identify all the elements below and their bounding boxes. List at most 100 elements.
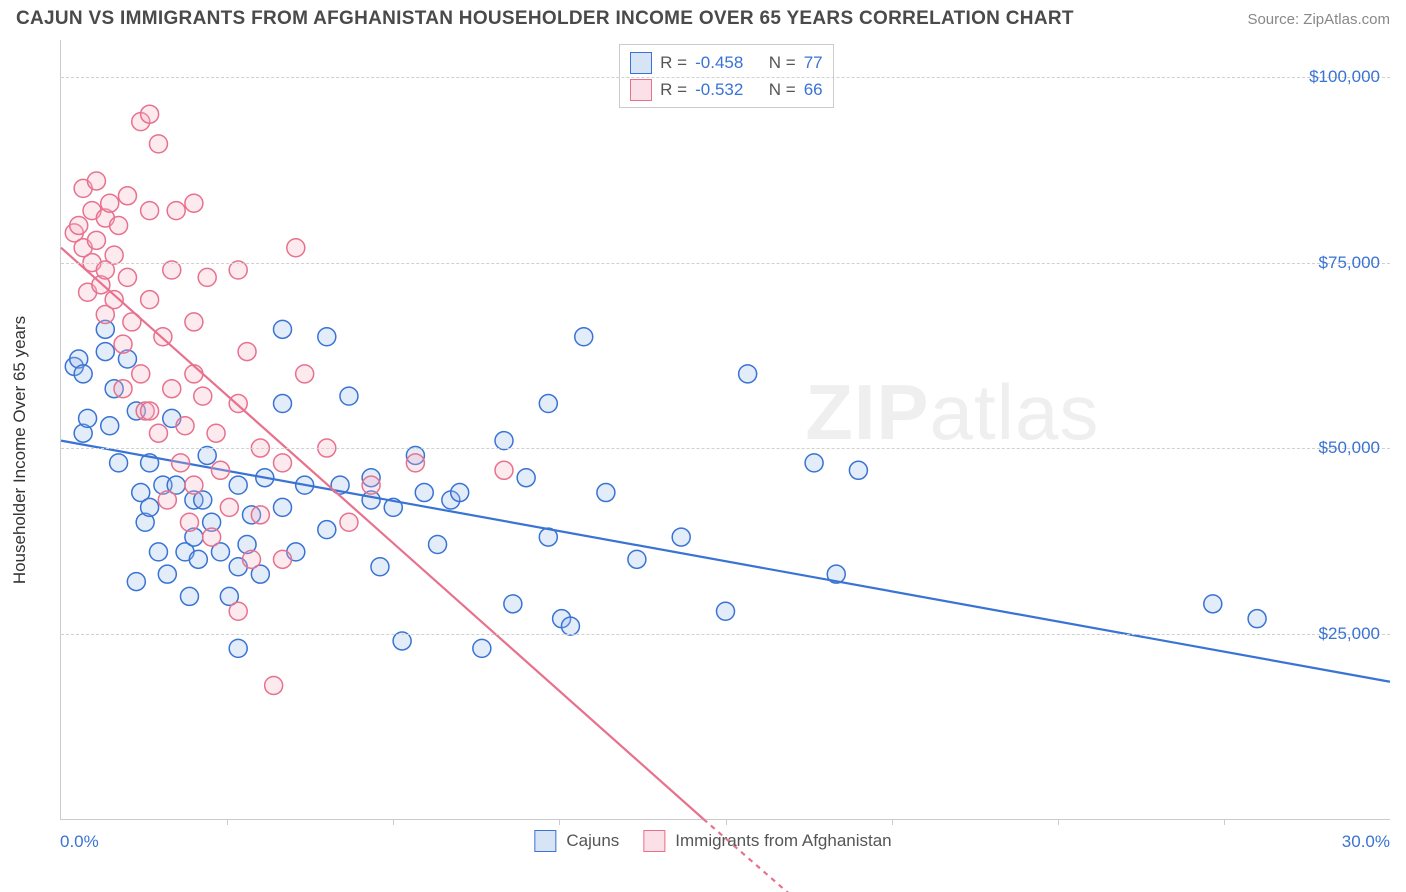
data-point xyxy=(495,461,513,479)
data-point xyxy=(176,417,194,435)
n-value: 77 xyxy=(804,49,823,76)
data-point xyxy=(229,602,247,620)
source-label: Source: ZipAtlas.com xyxy=(1247,11,1390,28)
data-point xyxy=(132,365,150,383)
gridline xyxy=(61,77,1390,78)
data-point xyxy=(1204,595,1222,613)
data-point xyxy=(185,313,203,331)
data-point xyxy=(274,320,292,338)
data-point xyxy=(274,498,292,516)
data-point xyxy=(739,365,757,383)
r-value: -0.458 xyxy=(695,49,743,76)
trend-line xyxy=(61,248,703,819)
data-point xyxy=(105,246,123,264)
data-point xyxy=(473,639,491,657)
data-point xyxy=(114,380,132,398)
data-point xyxy=(672,528,690,546)
data-point xyxy=(229,476,247,494)
x-axis-min-label: 0.0% xyxy=(60,832,99,852)
data-point xyxy=(318,521,336,539)
data-point xyxy=(110,454,128,472)
data-point xyxy=(451,484,469,502)
n-label: N = xyxy=(769,76,796,103)
data-point xyxy=(340,387,358,405)
x-tick xyxy=(393,819,394,825)
data-point xyxy=(274,550,292,568)
data-point xyxy=(127,573,145,591)
data-point xyxy=(805,454,823,472)
data-point xyxy=(158,491,176,509)
data-point xyxy=(70,216,88,234)
data-point xyxy=(101,417,119,435)
data-point xyxy=(167,202,185,220)
legend-row: R = -0.532 N = 66 xyxy=(630,76,822,103)
data-point xyxy=(74,365,92,383)
n-value: 66 xyxy=(804,76,823,103)
data-point xyxy=(495,432,513,450)
data-point xyxy=(597,484,615,502)
legend-swatch xyxy=(643,830,665,852)
data-point xyxy=(229,639,247,657)
data-point xyxy=(429,535,447,553)
data-point xyxy=(849,461,867,479)
legend-series-label: Immigrants from Afghanistan xyxy=(675,831,891,851)
x-tick xyxy=(227,819,228,825)
n-label: N = xyxy=(769,49,796,76)
data-point xyxy=(194,387,212,405)
data-point xyxy=(185,476,203,494)
data-point xyxy=(717,602,735,620)
y-tick-label: $50,000 xyxy=(1319,438,1380,458)
data-point xyxy=(185,365,203,383)
data-point xyxy=(393,632,411,650)
data-point xyxy=(180,513,198,531)
data-point xyxy=(238,343,256,361)
x-tick xyxy=(1224,819,1225,825)
data-point xyxy=(96,343,114,361)
data-point xyxy=(185,194,203,212)
data-point xyxy=(274,454,292,472)
series-legend: Cajuns Immigrants from Afghanistan xyxy=(534,830,905,852)
data-point xyxy=(628,550,646,568)
scatter-plot-svg xyxy=(61,40,1390,819)
r-value: -0.532 xyxy=(695,76,743,103)
data-point xyxy=(149,543,167,561)
x-tick xyxy=(892,819,893,825)
data-point xyxy=(265,676,283,694)
legend-series-label: Cajuns xyxy=(566,831,619,851)
legend-swatch xyxy=(630,79,652,101)
data-point xyxy=(296,365,314,383)
y-tick-label: $100,000 xyxy=(1309,67,1380,87)
chart-title: CAJUN VS IMMIGRANTS FROM AFGHANISTAN HOU… xyxy=(16,8,1074,30)
chart-container: Householder Income Over 65 years ZIPatla… xyxy=(50,40,1390,860)
data-point xyxy=(287,239,305,257)
data-point xyxy=(229,261,247,279)
data-point xyxy=(141,402,159,420)
data-point xyxy=(198,446,216,464)
data-point xyxy=(415,484,433,502)
gridline xyxy=(61,263,1390,264)
data-point xyxy=(406,454,424,472)
data-point xyxy=(220,498,238,516)
data-point xyxy=(242,550,260,568)
data-point xyxy=(561,617,579,635)
y-tick-label: $75,000 xyxy=(1319,253,1380,273)
x-tick xyxy=(1058,819,1059,825)
data-point xyxy=(189,550,207,568)
data-point xyxy=(114,335,132,353)
x-axis-max-label: 30.0% xyxy=(1342,832,1390,852)
data-point xyxy=(1248,610,1266,628)
r-label: R = xyxy=(660,76,687,103)
data-point xyxy=(274,395,292,413)
data-point xyxy=(362,476,380,494)
data-point xyxy=(504,595,522,613)
data-point xyxy=(141,498,159,516)
data-point xyxy=(539,395,557,413)
legend-swatch xyxy=(534,830,556,852)
r-label: R = xyxy=(660,49,687,76)
data-point xyxy=(87,231,105,249)
data-point xyxy=(118,268,136,286)
data-point xyxy=(198,268,216,286)
legend-row: R = -0.458 N = 77 xyxy=(630,49,822,76)
data-point xyxy=(101,194,119,212)
data-point xyxy=(141,202,159,220)
